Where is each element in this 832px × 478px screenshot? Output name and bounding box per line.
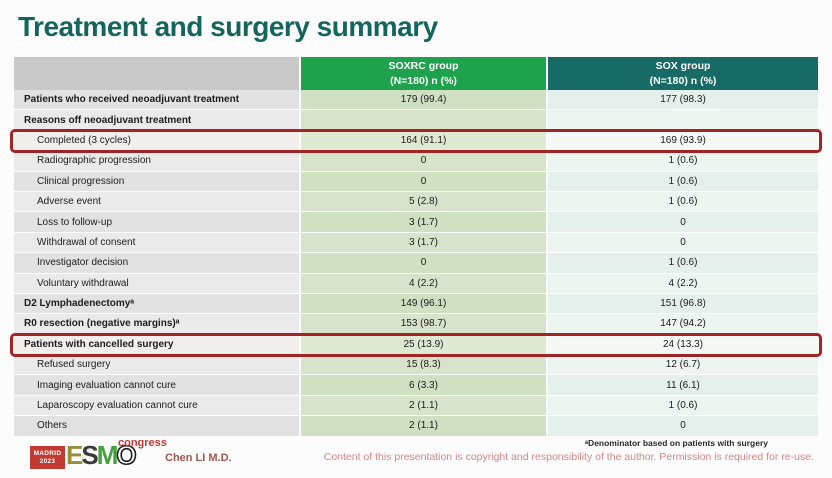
congress-label: congress [118, 437, 167, 449]
sox-value: 0 [548, 232, 818, 254]
row-label: Reasons off neoadjuvant treatment [14, 110, 299, 131]
esmo-letter: E [66, 440, 83, 470]
sox-value: 1 (0.6) [548, 253, 818, 274]
soxrc-value: 0 [301, 171, 546, 192]
soxrc-value: 0 [301, 253, 546, 274]
table-row: Voluntary withdrawal 4 (2.2) 4 (2.2) [14, 273, 818, 294]
row-label: Radiographic progression [14, 151, 299, 172]
treatment-surgery-table: SOXRC group (N=180) n (%) SOX group (N=1… [10, 57, 822, 437]
table-row: Refused surgery 15 (8.3) 12 (6.7) [14, 355, 818, 376]
sox-value: 1 (0.6) [548, 151, 818, 172]
sox-value: 12 (6.7) [548, 355, 818, 376]
row-label: Clinical progression [14, 171, 299, 192]
sox-value: 177 (98.3) [548, 90, 818, 111]
soxrc-value: 164 (91.1) [301, 130, 546, 152]
table-row: Patients with cancelled surgery 25 (13.9… [10, 332, 822, 358]
soxrc-value: 153 (98.7) [301, 314, 546, 335]
row-label: Investigator decision [14, 253, 299, 274]
sox-value: 24 (13.3) [548, 334, 818, 356]
table-row: Laparoscopy evaluation cannot cure 2 (1.… [14, 395, 818, 417]
soxrc-value: 5 (2.8) [301, 191, 546, 213]
table-row: Completed (3 cycles) 164 (91.1) 169 (93.… [10, 128, 822, 154]
table-row: D2 Lymphadenectomyᵃ 149 (96.1) 151 (96.8… [14, 293, 818, 315]
header-cell-soxrc-group: SOXRC group (N=180) n (%) [301, 57, 546, 90]
sox-value: 147 (94.2) [548, 314, 818, 335]
row-label: Voluntary withdrawal [14, 273, 299, 294]
soxrc-value: 2 (1.1) [301, 416, 546, 437]
header-cell-empty [14, 57, 299, 90]
sox-value: 4 (2.2) [548, 273, 818, 294]
sox-value: 11 (6.1) [548, 375, 818, 396]
row-label: R0 resection (negative margins)ᵃ [14, 314, 299, 335]
sox-value: 0 [548, 212, 818, 233]
sox-value [548, 110, 818, 131]
author-name: Chen LI M.D. [165, 452, 232, 464]
row-label: Completed (3 cycles) [14, 130, 299, 152]
row-label: Imaging evaluation cannot cure [14, 375, 299, 396]
madrid-2023-badge: MADRID 2023 [30, 446, 65, 469]
copyright-notice: Content of this presentation is copyrigh… [323, 451, 814, 463]
row-label: Adverse event [14, 191, 299, 213]
table-row: Patients who received neoadjuvant treatm… [14, 90, 818, 111]
table-body: Patients who received neoadjuvant treatm… [10, 90, 822, 437]
table-row: Reasons off neoadjuvant treatment [14, 110, 818, 131]
row-label: Loss to follow-up [14, 212, 299, 233]
esmo-letter: M [96, 440, 119, 470]
row-label: Others [14, 416, 299, 437]
table-row: Withdrawal of consent 3 (1.7) 0 [14, 232, 818, 254]
row-label: Laparoscopy evaluation cannot cure [14, 395, 299, 417]
table-row: Others 2 (1.1) 0 [14, 416, 818, 437]
sox-value: 151 (96.8) [548, 293, 818, 315]
table-row: Radiographic progression 0 1 (0.6) [14, 151, 818, 172]
soxrc-value: 6 (3.3) [301, 375, 546, 396]
soxrc-value [301, 110, 546, 131]
denominator-footnote: ᵃDenominator based on patients with surg… [584, 438, 768, 448]
logo-year: 2023 [39, 457, 56, 465]
soxrc-group-name: SOXRC group [388, 60, 459, 73]
soxrc-value: 15 (8.3) [301, 355, 546, 376]
soxrc-value: 149 (96.1) [301, 293, 546, 315]
sox-value: 0 [548, 416, 818, 437]
esmo-congress-logo: MADRID 2023 ESMO congress [30, 437, 167, 475]
logo-city: MADRID [33, 449, 62, 457]
table-row: Investigator decision 0 1 (0.6) [14, 253, 818, 274]
table-row: R0 resection (negative margins)ᵃ 153 (98… [14, 314, 818, 335]
soxrc-value: 0 [301, 151, 546, 172]
soxrc-value: 3 (1.7) [301, 212, 546, 233]
sox-value: 1 (0.6) [548, 171, 818, 192]
sox-value: 1 (0.6) [548, 395, 818, 417]
esmo-wordmark: ESMO [66, 440, 138, 470]
header-cell-sox-group: SOX group (N=180) n (%) [548, 57, 818, 90]
sox-group-n: (N=180) n (%) [649, 74, 717, 87]
esmo-letter: O [116, 440, 138, 470]
esmo-letter: S [81, 440, 98, 470]
page-title: Treatment and surgery summary [18, 11, 438, 42]
soxrc-value: 179 (99.4) [301, 90, 546, 111]
sox-value: 169 (93.9) [548, 130, 818, 152]
row-label: Patients with cancelled surgery [14, 334, 299, 356]
soxrc-group-n: (N=180) n (%) [390, 74, 457, 87]
row-label: Refused surgery [14, 355, 299, 376]
table-row: Adverse event 5 (2.8) 1 (0.6) [14, 191, 818, 213]
soxrc-value: 4 (2.2) [301, 273, 546, 294]
table-row: Imaging evaluation cannot cure 6 (3.3) 1… [14, 375, 818, 396]
soxrc-value: 3 (1.7) [301, 232, 546, 254]
table-row: Loss to follow-up 3 (1.7) 0 [14, 212, 818, 233]
row-label: Patients who received neoadjuvant treatm… [14, 90, 299, 111]
row-label: D2 Lymphadenectomyᵃ [14, 293, 299, 315]
soxrc-value: 25 (13.9) [301, 334, 546, 356]
table-header-row: SOXRC group (N=180) n (%) SOX group (N=1… [14, 57, 818, 90]
sox-group-name: SOX group [655, 60, 711, 73]
table-row: Clinical progression 0 1 (0.6) [14, 171, 818, 192]
row-label: Withdrawal of consent [14, 232, 299, 254]
sox-value: 1 (0.6) [548, 191, 818, 213]
soxrc-value: 2 (1.1) [301, 395, 546, 417]
